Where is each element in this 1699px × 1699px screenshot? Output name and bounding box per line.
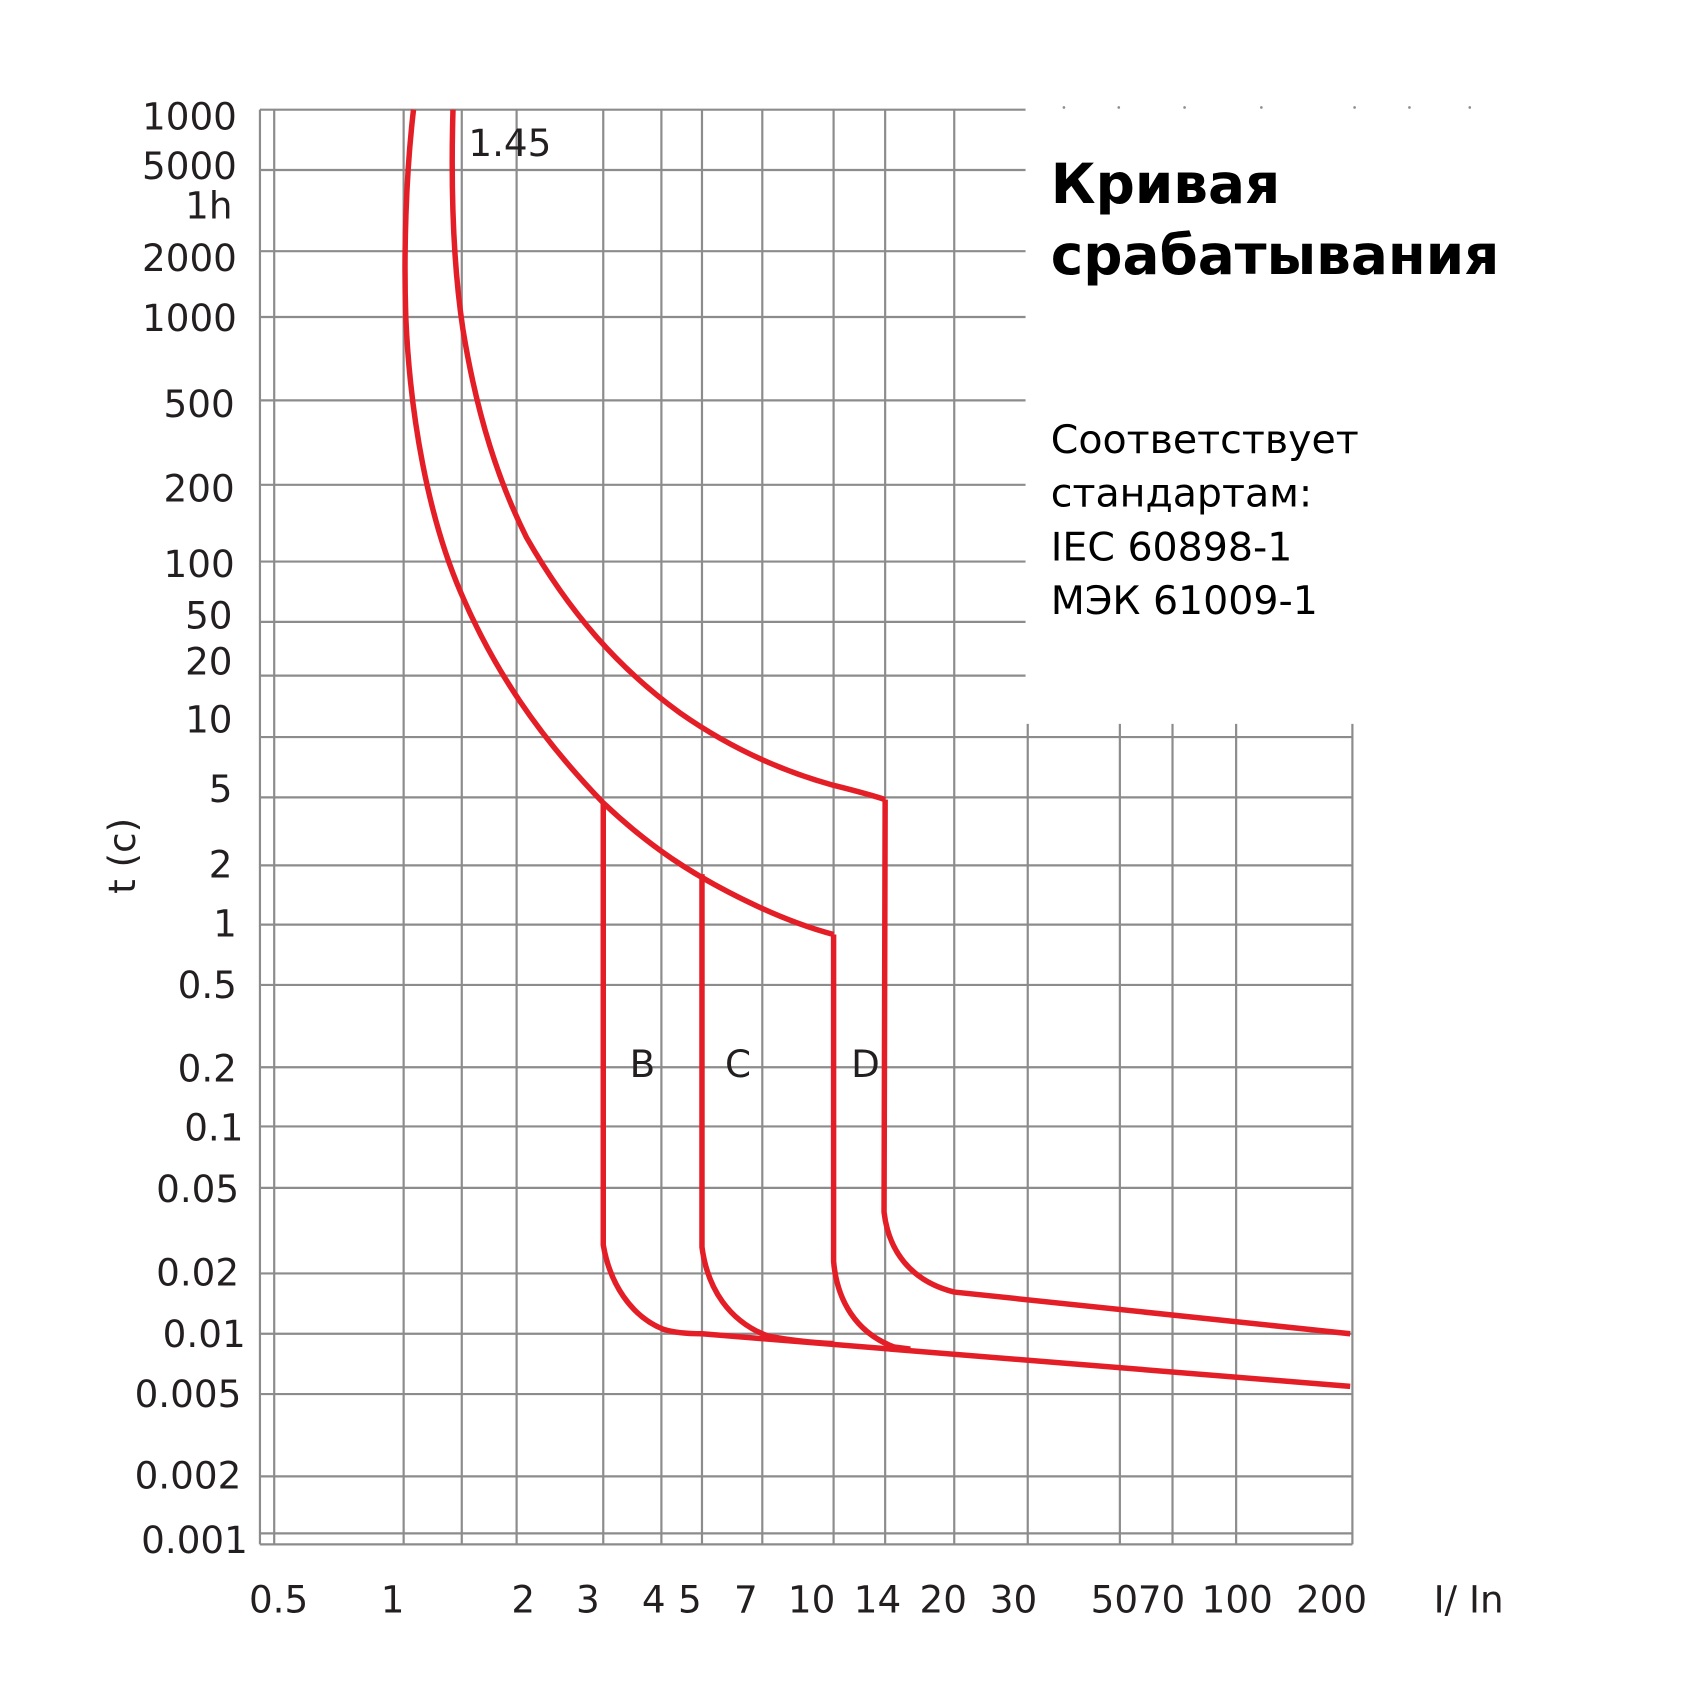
standards-line3: IEC 60898-1	[1051, 524, 1293, 570]
y-tick: 50	[185, 593, 232, 637]
y-tick: 0.5	[178, 963, 237, 1007]
grid-upper	[259, 108, 1026, 677]
y-tick: 1000	[142, 296, 237, 340]
y-axis-ticks: 1000 5000 1h 2000 1000 500 200 100 50 20…	[135, 94, 248, 1562]
curves	[402, 109, 1351, 1390]
x-tick: 14	[854, 1577, 901, 1621]
y-tick: 0.01	[163, 1312, 246, 1356]
y-tick: 5	[209, 767, 233, 811]
curve-D-upper	[881, 799, 1351, 1337]
label-1-45: 1.45	[468, 121, 551, 165]
curve-B	[600, 802, 1351, 1390]
y-tick: 0.002	[135, 1453, 242, 1497]
y-tick: 20	[185, 640, 232, 684]
chart-title-line1: Кривая	[1051, 152, 1280, 216]
y-tick: 10	[185, 698, 232, 742]
label-curve-c: C	[725, 1042, 751, 1086]
x-tick: 3	[576, 1577, 600, 1621]
curve-thermal-hot	[449, 109, 887, 803]
decorative-dots	[1062, 106, 1472, 109]
x-tick: 20	[920, 1577, 967, 1621]
standards-line2: стандартам:	[1051, 471, 1312, 517]
x-tick: 50	[1091, 1577, 1138, 1621]
curve-thermal-cold	[402, 109, 835, 938]
y-tick: 1h	[185, 183, 232, 227]
label-curve-b: B	[630, 1042, 656, 1086]
y-tick: 200	[164, 466, 235, 510]
x-tick: 100	[1202, 1577, 1273, 1621]
curve-C	[699, 874, 834, 1347]
y-tick: 0.001	[141, 1518, 248, 1562]
x-tick: 10	[788, 1577, 835, 1621]
x-tick: 7	[734, 1577, 758, 1621]
y-tick: 1	[213, 902, 237, 946]
x-axis-label: I/ In	[1434, 1577, 1504, 1621]
x-tick: 2	[511, 1577, 535, 1621]
label-curve-d: D	[851, 1042, 880, 1086]
x-axis-ticks: 0.5 1 2 3 4 5 7 10 14 20 30 50 70 100 20…	[249, 1577, 1367, 1621]
x-tick: 1	[381, 1577, 405, 1621]
standards-line4: МЭК 61009-1	[1051, 578, 1318, 624]
y-axis-label: t (c)	[100, 818, 144, 894]
x-tick: 0.5	[249, 1577, 308, 1621]
y-tick: 500	[164, 382, 235, 426]
y-tick: 0.02	[156, 1250, 239, 1294]
curve-D	[830, 934, 911, 1352]
y-tick: 0.005	[135, 1372, 242, 1416]
y-tick: 1000	[142, 94, 237, 138]
y-tick: 5000	[142, 144, 237, 188]
x-tick: 30	[990, 1577, 1037, 1621]
chart-title-line2: срабатывания	[1051, 223, 1500, 287]
y-tick: 2	[209, 842, 233, 886]
y-tick: 2000	[142, 236, 237, 280]
y-tick: 0.05	[156, 1167, 239, 1211]
standards-line1: Соответствует	[1051, 417, 1359, 463]
grid-vertical	[258, 109, 1354, 1545]
x-tick: 5	[678, 1577, 702, 1621]
x-tick: 4	[642, 1577, 666, 1621]
y-tick: 0.1	[184, 1106, 243, 1150]
x-tick: 70	[1138, 1577, 1185, 1621]
x-tick: 200	[1296, 1577, 1367, 1621]
y-tick: 100	[164, 542, 235, 586]
grid-lower	[259, 735, 1353, 1546]
y-tick: 0.2	[178, 1046, 237, 1090]
